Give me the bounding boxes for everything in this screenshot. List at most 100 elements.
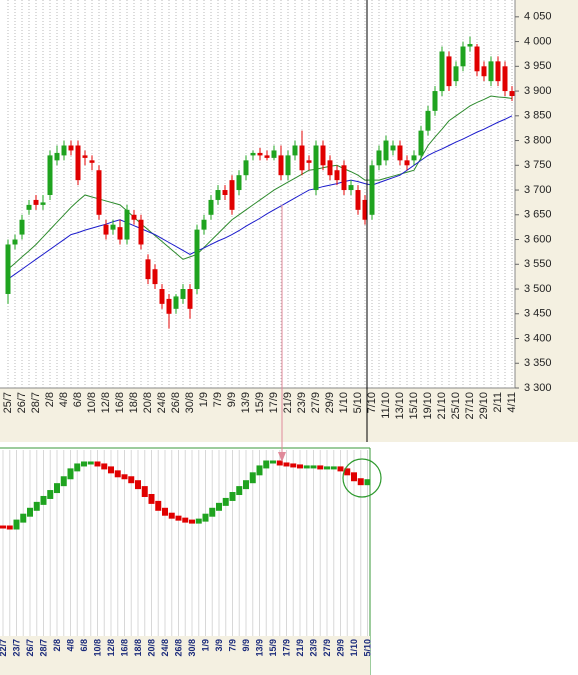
x-tick-label: 23/9 (296, 392, 308, 413)
indicator-segment (168, 512, 175, 519)
x-tick-label: 10/8 (86, 392, 98, 413)
indicator-segment (229, 492, 236, 501)
x-tick-label: 25/10 (450, 392, 462, 420)
candle-body (166, 298, 172, 314)
candle-body (201, 219, 207, 230)
y-tick-label: 3 900 (524, 85, 552, 97)
indicator-segment (310, 465, 317, 469)
x-tick-label: 24/8 (156, 392, 168, 413)
x-tick-label: 6/8 (72, 392, 84, 407)
x-tick-label: 7/10 (366, 392, 378, 413)
x-tick-label: 4/8 (65, 639, 75, 652)
candle-body (152, 269, 158, 285)
x-tick-label: 26/7 (25, 639, 35, 657)
x-tick-label: 21/10 (436, 392, 448, 420)
indicator-segment (40, 495, 47, 505)
indicator-segment (216, 502, 222, 511)
indicator-segment (54, 483, 60, 494)
x-tick-label: 26/8 (173, 639, 183, 657)
x-tick-label: 25/7 (2, 392, 14, 413)
indicator-segment (182, 517, 189, 523)
y-tick-label: 3 450 (524, 308, 552, 320)
x-tick-label: 1/9 (198, 392, 210, 407)
candle-body (271, 150, 277, 158)
candle-body (320, 145, 326, 166)
x-tick-label: 29/9 (324, 392, 336, 413)
x-tick-label: 1/9 (200, 639, 210, 652)
x-tick-label: 27/10 (464, 392, 476, 420)
indicator-segment (101, 463, 108, 470)
indicator-segment (351, 472, 357, 482)
candle-body (54, 152, 60, 161)
indicator-segment (141, 486, 148, 497)
indicator-segment (317, 465, 324, 470)
indicator-segment (135, 480, 141, 490)
candle-body (313, 145, 319, 191)
candle-body (145, 259, 151, 280)
candle-body (390, 145, 396, 151)
x-tick-label: 13/9 (254, 639, 264, 657)
candle-body (397, 145, 403, 161)
indicator-segment (303, 465, 310, 469)
candle-body (418, 130, 424, 156)
candle-body (495, 61, 501, 82)
y-tick-label: 3 400 (524, 332, 552, 344)
x-tick-label: 10/8 (92, 639, 102, 657)
candle-body (229, 180, 235, 210)
x-tick-label: 28/7 (38, 639, 48, 657)
candle-body (341, 165, 347, 191)
indicator-segment (162, 507, 168, 516)
candle-body (26, 204, 32, 210)
x-tick-label: 26/7 (16, 392, 28, 413)
y-tick-label: 3 550 (524, 258, 552, 270)
x-tick-label: 20/8 (142, 392, 154, 413)
candle-body (180, 289, 186, 299)
x-tick-label: 13/10 (394, 392, 406, 420)
candle-body (138, 219, 144, 245)
candle-body (404, 160, 410, 166)
x-tick-label: 5/10 (362, 639, 372, 657)
y-tick-label: 3 650 (524, 209, 552, 221)
candle-body (257, 152, 263, 156)
moving-average (7, 115, 513, 280)
indicator-segment (33, 501, 40, 511)
indicator-segment (128, 476, 135, 484)
candle-body (425, 110, 431, 131)
indicator-segment (283, 462, 290, 467)
candle-body (61, 145, 67, 156)
candle-body (12, 239, 18, 245)
indicator-segment (47, 490, 54, 499)
y-tick-label: 4 000 (524, 35, 552, 47)
candle-body (376, 150, 382, 166)
indicator-segment (27, 507, 33, 517)
indicator-segment (330, 466, 337, 470)
x-tick-label: 1/10 (338, 392, 350, 413)
candle-body (446, 56, 452, 87)
candle-body (502, 66, 508, 92)
x-tick-label: 16/8 (119, 639, 129, 657)
candle-body (236, 175, 242, 191)
indicator-segment (209, 507, 216, 517)
x-tick-label: 17/9 (281, 639, 291, 657)
candle-body (194, 229, 200, 290)
indicator-segment (297, 464, 303, 469)
x-tick-label: 19/10 (422, 392, 434, 420)
indicator-segment (121, 474, 128, 480)
candle-body (47, 155, 53, 195)
candle-body (292, 145, 298, 156)
x-tick-label: 29/9 (335, 639, 345, 657)
indicator-segment (60, 476, 67, 487)
y-tick-label: 3 800 (524, 134, 552, 146)
x-tick-label: 20/8 (146, 639, 156, 657)
indicator-segment (249, 472, 256, 484)
candle-body (306, 160, 312, 163)
x-tick-label: 1/10 (349, 639, 359, 657)
y-tick-label: 3 750 (524, 159, 552, 171)
indicator-segment (74, 463, 81, 472)
candle-body (369, 165, 375, 215)
indicator-segment (195, 518, 202, 524)
x-tick-label: 26/8 (170, 392, 182, 413)
candle-body (278, 155, 284, 176)
indicator-segment (256, 465, 263, 476)
